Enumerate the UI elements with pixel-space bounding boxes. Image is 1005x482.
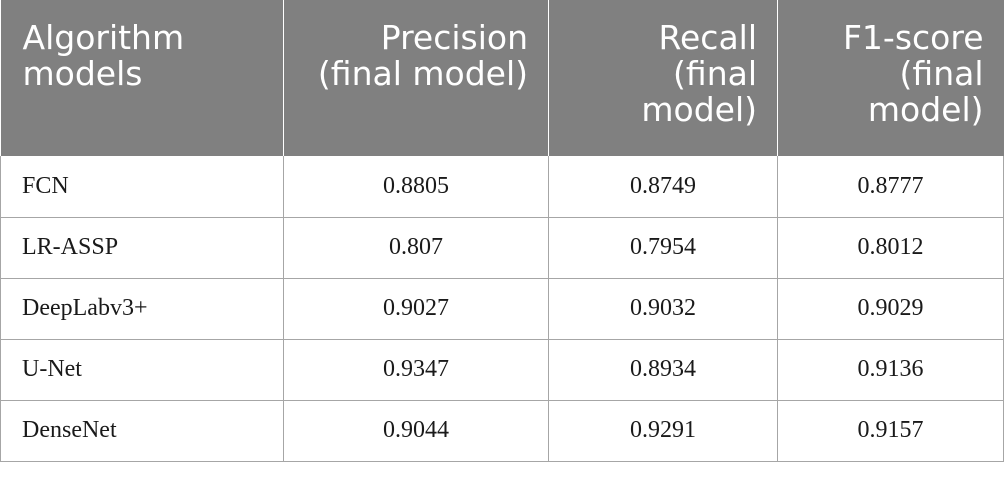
cell-model-name: FCN (0, 156, 284, 218)
table-row: LR-ASSP 0.807 0.7954 0.8012 (0, 216, 1004, 279)
cell-recall: 0.9032 (548, 277, 778, 340)
cell-precision: 0.9027 (283, 277, 549, 340)
header-line: model) (867, 90, 984, 129)
cell-precision: 0.9044 (283, 399, 549, 462)
cell-f1-score: 0.9029 (777, 277, 1004, 340)
header-recall: Recall (final model) (548, 0, 778, 156)
cell-f1-score: 0.9136 (777, 338, 1004, 401)
header-f1-score: F1-score (final model) (777, 0, 1004, 156)
table-row: U-Net 0.9347 0.8934 0.9136 (0, 338, 1004, 401)
cell-f1-score: 0.8012 (777, 216, 1004, 279)
header-line: (final (899, 54, 984, 93)
cell-precision: 0.807 (283, 216, 549, 279)
results-table: Algorithm models Precision (final model)… (0, 0, 1004, 462)
cell-model-name: LR-ASSP (0, 216, 284, 279)
cell-model-name: DenseNet (0, 399, 284, 462)
cell-f1-score: 0.9157 (777, 399, 1004, 462)
header-precision: Precision (final model) (283, 0, 549, 156)
cell-recall: 0.8934 (548, 338, 778, 401)
header-line: (final (673, 54, 757, 93)
table-body: FCN 0.8805 0.8749 0.8777 LR-ASSP 0.807 0… (0, 156, 1004, 462)
header-line: F1-score (842, 18, 984, 57)
cell-recall: 0.7954 (548, 216, 778, 279)
cell-recall: 0.8749 (548, 156, 778, 218)
header-line: models (22, 54, 143, 93)
header-line: Precision (380, 18, 528, 57)
header-line: Recall (658, 18, 757, 57)
header-line: Algorithm (22, 18, 185, 57)
cell-model-name: U-Net (0, 338, 284, 401)
cell-precision: 0.8805 (283, 156, 549, 218)
cell-model-name: DeepLabv3+ (0, 277, 284, 340)
table-header: Algorithm models Precision (final model)… (0, 0, 1004, 156)
header-algorithm-models: Algorithm models (0, 0, 284, 156)
results-table-container: Algorithm models Precision (final model)… (0, 0, 1004, 462)
cell-recall: 0.9291 (548, 399, 778, 462)
header-line: model) (641, 90, 757, 129)
header-row: Algorithm models Precision (final model)… (0, 0, 1004, 156)
cell-precision: 0.9347 (283, 338, 549, 401)
table-row: DenseNet 0.9044 0.9291 0.9157 (0, 399, 1004, 462)
table-row: DeepLabv3+ 0.9027 0.9032 0.9029 (0, 277, 1004, 340)
cell-f1-score: 0.8777 (777, 156, 1004, 218)
header-line: (final model) (317, 54, 528, 93)
table-row: FCN 0.8805 0.8749 0.8777 (0, 156, 1004, 218)
